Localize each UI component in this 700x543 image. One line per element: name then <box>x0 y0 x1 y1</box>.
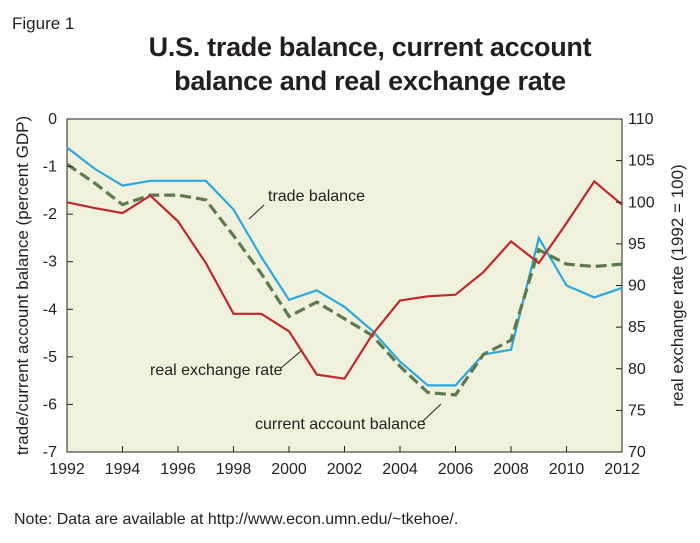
y-tick-label-right: 70 <box>628 444 646 461</box>
y-tick-label-right: 85 <box>628 319 646 336</box>
x-tick-label: 2004 <box>382 461 418 478</box>
y-tick-label-right: 110 <box>628 111 654 128</box>
y-tick-label-left: 0 <box>48 111 57 128</box>
y-tick-label-right: 90 <box>628 278 646 295</box>
y-axis-title-right: real exchange rate (1992 = 100) <box>668 164 687 406</box>
x-tick-label: 1992 <box>49 461 85 478</box>
annotation-real-exchange-rate: real exchange rate <box>150 362 283 379</box>
y-tick-label-left: -5 <box>43 349 57 366</box>
y-tick-label-right: 80 <box>628 361 646 378</box>
x-tick-label: 1998 <box>216 461 252 478</box>
annotation-leader-line <box>421 403 442 423</box>
annotation-leader-line <box>248 204 265 220</box>
chart-title-line-1: U.S. trade balance, current account <box>148 32 592 62</box>
footnote: Note: Data are available at http://www.e… <box>14 511 459 528</box>
y-tick-label-left: -4 <box>43 301 57 318</box>
real-exchange-rate-line <box>66 179 623 380</box>
y-tick-label-left: -2 <box>43 206 57 223</box>
tick-layer: 1992 1994 1996 1998 2000 2002 2004 2006 2008 2010… <box>43 111 655 478</box>
x-tick-label: 2006 <box>438 461 474 478</box>
plot-area <box>66 118 623 453</box>
y-tick-label-right: 100 <box>628 194 655 211</box>
y-tick-label-left: -7 <box>43 444 57 461</box>
annotation-trade-balance: trade balance <box>268 188 365 205</box>
y-tick-label-right: 95 <box>628 236 646 253</box>
x-tick-label: 2010 <box>549 461 585 478</box>
x-tick-label: 1996 <box>160 461 196 478</box>
x-tick-label: 2012 <box>604 461 640 478</box>
annotation-layer: trade balance real exchange rate current a… <box>150 188 442 433</box>
y-tick-label-right: 105 <box>628 153 655 170</box>
series-layer <box>66 146 623 397</box>
x-tick-label: 2008 <box>493 461 529 478</box>
y-tick-label-right: 75 <box>628 402 646 419</box>
annotation-leader-line <box>280 350 302 369</box>
y-axis-title-left: trade/current account balance (percent G… <box>13 116 32 455</box>
chart-title: U.S. trade balance, current account bala… <box>90 30 650 98</box>
x-tick-label: 2000 <box>271 461 307 478</box>
x-tick-label: 1994 <box>105 461 141 478</box>
figure-label: Figure 1 <box>12 14 75 33</box>
x-tick-label: 2002 <box>327 461 363 478</box>
chart-title-line-2: balance and real exchange rate <box>174 66 566 96</box>
y-tick-label-left: -3 <box>43 254 57 271</box>
y-tick-label-left: -1 <box>43 159 57 176</box>
y-tick-label-left: -6 <box>43 396 57 413</box>
current-account-balance-line <box>66 162 623 397</box>
annotation-current-account-balance: current account balance <box>255 416 426 433</box>
